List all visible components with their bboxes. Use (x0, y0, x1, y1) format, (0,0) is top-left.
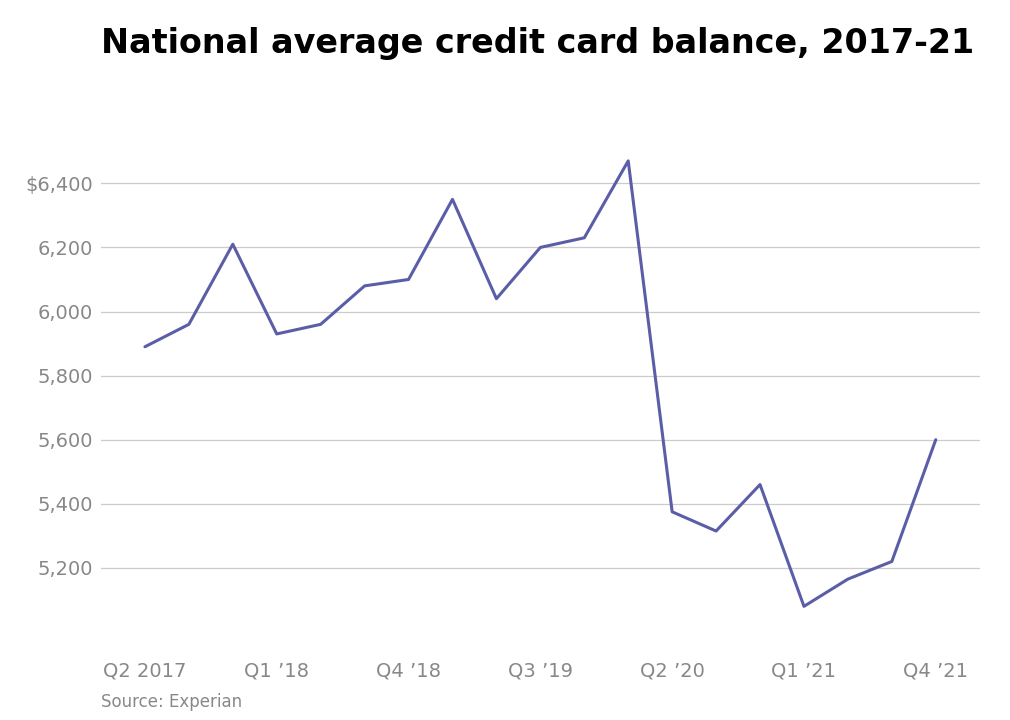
Text: National average credit card balance, 2017-21: National average credit card balance, 20… (101, 27, 974, 60)
Text: Source: Experian: Source: Experian (101, 693, 242, 711)
